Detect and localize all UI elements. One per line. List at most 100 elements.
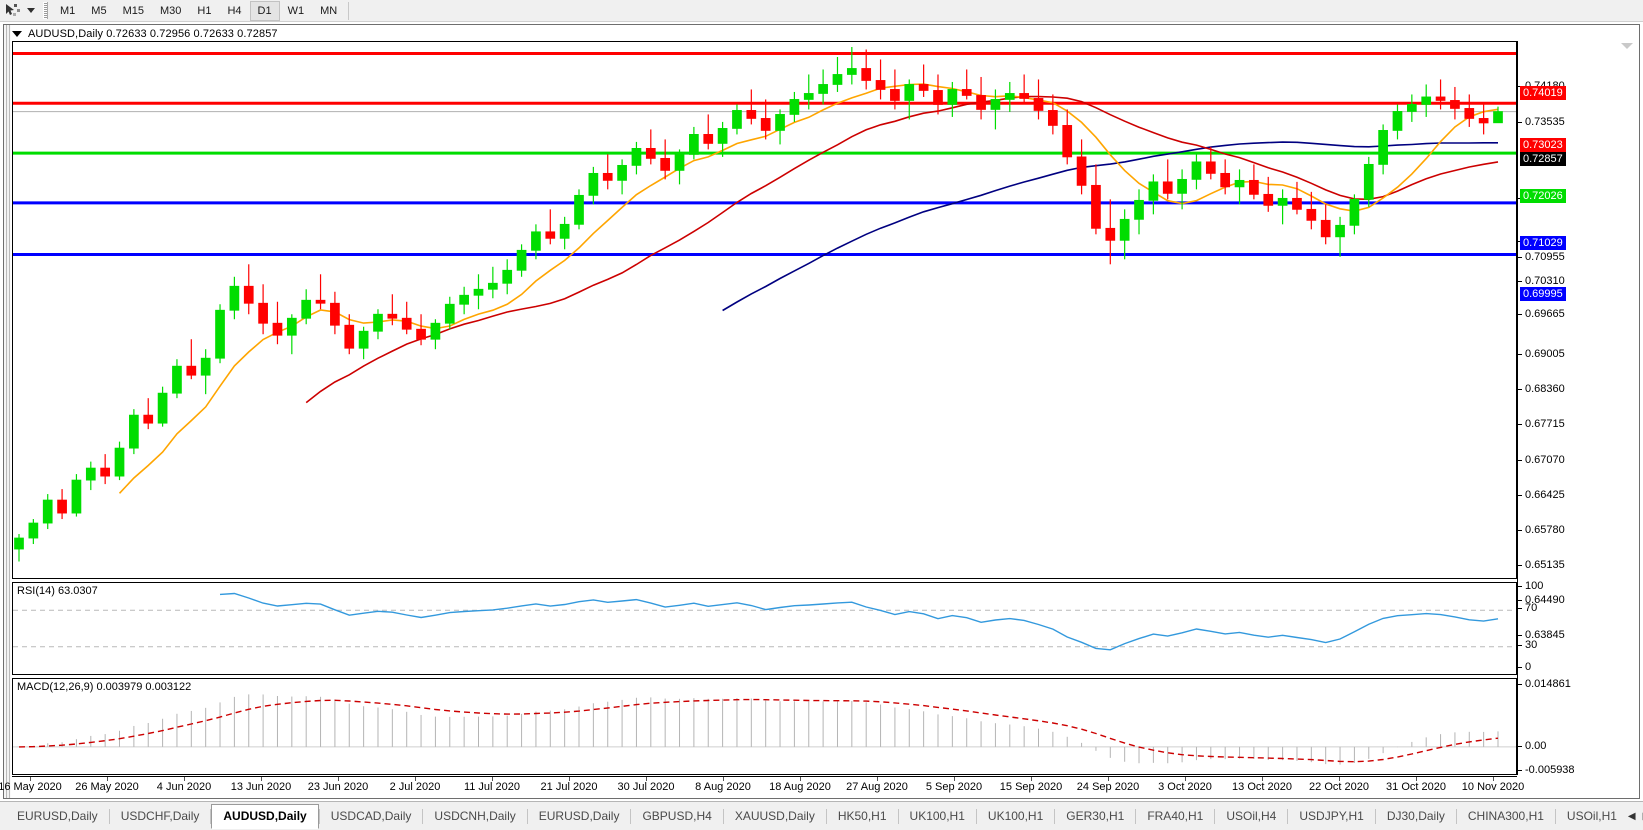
time-tick (954, 777, 955, 781)
candlestick (57, 489, 67, 520)
chart-tab-gbpusd-h4[interactable]: GBPUSD,H4 (642, 809, 712, 823)
candlestick (1306, 191, 1317, 230)
chart-tab-fra40-h1[interactable]: FRA40,H1 (1147, 809, 1204, 823)
candlestick (689, 126, 699, 160)
price-tick (1518, 495, 1522, 496)
price-tick (1518, 257, 1522, 258)
chart-tab-china300-h1[interactable]: CHINA300,H1 (1467, 809, 1544, 823)
candlestick (875, 59, 886, 100)
triangle-down-icon[interactable] (12, 31, 22, 37)
window-collapse-icon[interactable] (1621, 43, 1633, 49)
candlestick (746, 89, 757, 125)
chart-tab-uk100-h1[interactable]: UK100,H1 (987, 809, 1044, 823)
time-tick-label: 23 Jun 2020 (307, 781, 369, 793)
candlestick (129, 409, 139, 455)
candlestick (186, 339, 197, 380)
chart-tab-audusd-daily[interactable]: AUDUSD,Daily (211, 803, 319, 829)
candlestick (588, 166, 599, 205)
candlestick (1292, 181, 1302, 215)
time-tick-label: 30 Jul 2020 (617, 781, 675, 793)
toolbar-separator (348, 1, 350, 20)
rsi-tick-label: 70 (1525, 602, 1538, 614)
price-pane[interactable] (12, 41, 1517, 579)
rsi-pane[interactable]: RSI(14) 63.0307 (12, 582, 1517, 675)
ma-slow-line (722, 141, 1498, 312)
candlestick (559, 216, 570, 250)
timeframe-button-mn[interactable]: MN (320, 4, 338, 17)
tab-divider (422, 808, 424, 824)
price-level-badge-0.73023[interactable]: 0.73023 (1520, 138, 1566, 152)
price-level-badge-0.74019[interactable]: 0.74019 (1520, 86, 1566, 100)
candlestick (488, 266, 498, 299)
candlestick (846, 46, 857, 85)
chart-tab-eurusd-daily[interactable]: EURUSD,Daily (538, 809, 620, 823)
candlestick (229, 276, 240, 320)
chart-tab-dj30-daily[interactable]: DJ30,Daily (1386, 809, 1445, 823)
price-tick (1518, 530, 1522, 531)
candlestick (42, 494, 53, 530)
timeframe-button-d1[interactable]: D1 (249, 0, 280, 21)
candlestick (631, 141, 642, 175)
price-tick (1518, 635, 1522, 636)
price-tick (1518, 424, 1522, 425)
toolbar-drag-handle[interactable] (43, 2, 48, 19)
candlestick (1378, 124, 1388, 175)
timeframe-button-m5[interactable]: M5 (91, 4, 107, 17)
rsi-tick-label: 100 (1525, 580, 1544, 592)
rsi-tick (1518, 586, 1522, 587)
chart-tab-usoil-h1[interactable]: USOil,H1 (1566, 809, 1617, 823)
macd-tick-label: -0.005938 (1525, 764, 1575, 776)
chart-tab-hk50-h1[interactable]: HK50,H1 (837, 809, 887, 823)
timeframe-button-w1[interactable]: W1 (287, 4, 305, 17)
time-tick-label: 31 Oct 2020 (1386, 781, 1446, 793)
chart-tools-button[interactable] (0, 0, 37, 22)
price-tick-label: 0.70310 (1525, 275, 1565, 287)
time-tick (1339, 777, 1340, 781)
time-tick (338, 777, 339, 781)
chart-tab-usdcad-daily[interactable]: USDCAD,Daily (330, 809, 412, 823)
price-scale[interactable]: 0.741800.735350.722450.716000.709550.703… (1517, 41, 1635, 776)
macd-pane[interactable]: MACD(12,26,9) 0.003979 0.003122 (12, 678, 1517, 775)
candlestick (1019, 74, 1029, 105)
timeframe-button-m30[interactable]: M30 (159, 4, 182, 17)
time-tick (1416, 777, 1417, 781)
candlestick (502, 259, 513, 295)
candlestick (645, 129, 656, 165)
rsi-plot (13, 592, 1516, 651)
chart-tab-ger30-h1[interactable]: GER30,H1 (1066, 809, 1125, 823)
candlestick (947, 81, 958, 117)
timeframe-button-m15[interactable]: M15 (122, 4, 144, 17)
chart-tab-uk100-h1[interactable]: UK100,H1 (909, 809, 965, 823)
chart-tab-xauusd-daily[interactable]: XAUUSD,Daily (734, 809, 815, 823)
candlestick (832, 56, 843, 92)
timeframe-button-h1[interactable]: H1 (197, 4, 212, 17)
candlestick (215, 304, 225, 364)
chart-tab-eurusd-daily[interactable]: EURUSD,Daily (17, 809, 98, 823)
candlestick (961, 69, 972, 100)
time-tick-label: 15 Sep 2020 (999, 781, 1063, 793)
candlestick (330, 291, 340, 335)
time-tick-label: 10 Nov 2020 (1461, 781, 1525, 793)
candlestick (286, 314, 297, 355)
tab-prev-button[interactable]: ◀ (1627, 810, 1636, 822)
chart-tab-usdjpy-h1[interactable]: USDJPY,H1 (1299, 809, 1364, 823)
timeframe-button-m1[interactable]: M1 (60, 4, 76, 17)
price-level-badge-0.69995[interactable]: 0.69995 (1520, 287, 1566, 301)
timeframe-button-h4[interactable]: H4 (227, 4, 242, 17)
candlestick (1363, 156, 1374, 207)
tab-divider (722, 808, 724, 824)
candlestick (430, 319, 441, 350)
price-level-badge-0.72026[interactable]: 0.72026 (1520, 189, 1566, 203)
candlestick (1450, 86, 1460, 120)
chart-left-scrollbar[interactable] (4, 25, 11, 798)
time-tick-label: 24 Sep 2020 (1076, 781, 1140, 793)
chart-tab-usdchf-daily[interactable]: USDCHF,Daily (120, 809, 200, 823)
chart-tabs-list: EURUSD,Daily USDCHF,Daily AUDUSD,Daily USDC… (6, 803, 1628, 829)
price-level-badge-0.72857[interactable]: 0.72857 (1520, 152, 1566, 166)
chart-tab-usoil-h4[interactable]: USOil,H4 (1226, 809, 1277, 823)
chevron-down-icon[interactable] (27, 8, 35, 13)
candlestick (1406, 94, 1417, 122)
macd-tick (1518, 684, 1522, 685)
chart-tab-usdcnh-daily[interactable]: USDCNH,Daily (434, 809, 516, 823)
price-level-badge-0.71029[interactable]: 0.71029 (1520, 236, 1566, 250)
